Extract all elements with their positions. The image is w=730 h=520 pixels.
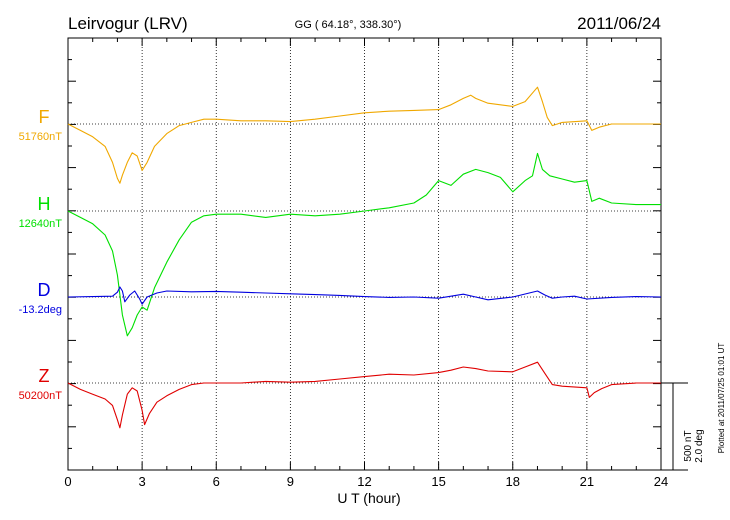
station-title: Leirvogur (LRV)	[68, 14, 188, 33]
scale-bar-deg: 2.0 deg	[694, 429, 705, 462]
series-name-f: F	[39, 107, 50, 127]
coordinates-label: GG ( 64.18°, 338.30°)	[295, 19, 402, 31]
series-baseline-f: 51760nT	[19, 131, 63, 143]
plotted-timestamp: Plotted at 2011/07/25 01:01 UT	[717, 343, 726, 454]
x-tick-label: 6	[213, 474, 220, 489]
scale-bar-nt: 500 nT	[683, 430, 694, 461]
series-labels: F 51760nT H 12640nT D -13.2deg Z 50200nT	[19, 107, 63, 402]
x-tick-label: 18	[506, 474, 520, 489]
x-tick-label: 15	[431, 474, 445, 489]
series-line-f	[67, 86, 661, 184]
x-tick-label: 9	[287, 474, 294, 489]
series-name-d: D	[38, 280, 51, 300]
series-name-h: H	[38, 194, 51, 214]
series-baseline-h: 12640nT	[19, 218, 63, 230]
x-tick-label: 24	[654, 474, 668, 489]
series-lines	[67, 86, 662, 429]
series-line-z	[67, 361, 661, 429]
x-tick-label: 0	[64, 474, 71, 489]
date-label: 2011/06/24	[577, 14, 661, 33]
series-baseline-z: 50200nT	[19, 390, 63, 402]
x-tick-label: 21	[580, 474, 594, 489]
series-name-z: Z	[39, 366, 50, 386]
x-tick-label: 12	[357, 474, 371, 489]
x-tick-label: 3	[139, 474, 146, 489]
axis-ticks: 0 3 6 9 12 15 18 21 24	[64, 37, 668, 489]
series-baseline-d: -13.2deg	[19, 304, 62, 316]
scale-bar: 500 nT 2.0 deg	[661, 382, 705, 471]
series-line-d	[67, 286, 662, 305]
grid	[68, 38, 661, 470]
series-line-h	[67, 152, 661, 337]
x-axis-label: U T (hour)	[337, 490, 400, 506]
